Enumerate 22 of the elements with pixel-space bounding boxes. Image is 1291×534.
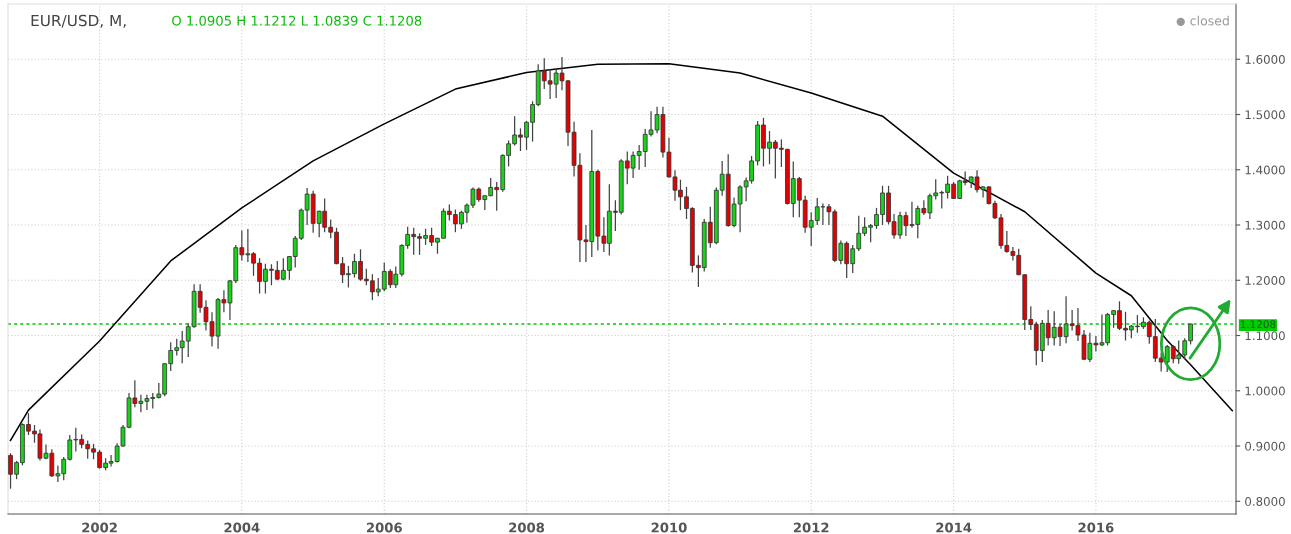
y-tick-label: 0.8000 [1245,497,1285,506]
y-tick-label: 1.0000 [1245,386,1285,396]
annotation: O 1.0905 H 1.1212 L 1.0839 C 1.1208 [172,15,422,26]
y-tick-label: 1.5000 [1245,110,1285,120]
x-tick-label: 2010 [651,522,687,533]
y-tick-label: 1.6000 [1245,54,1285,64]
x-tick-label: 2014 [936,522,972,533]
x-tick-label: 2012 [793,522,829,533]
x-tick-label: 2008 [509,522,545,533]
x-tick-label: 2002 [82,522,117,533]
y-tick-label: 1.4000 [1245,165,1285,175]
x-tick-label: 2004 [224,522,260,533]
y-tick-label: 1.1000 [1245,331,1285,341]
line-series [9,62,1234,442]
y-tick-label: 1.2000 [1245,276,1285,285]
annotation: closed [1190,15,1229,26]
text: EUR/USD, M, [31,14,126,28]
ref-line-label: 1.1208 [1240,320,1276,329]
y-tick-label: 0.9000 [1245,441,1285,451]
x-tick-label: 2016 [1078,522,1114,533]
x-tick-label: 2006 [366,522,402,533]
y-tick-label: 1.3000 [1245,220,1285,230]
